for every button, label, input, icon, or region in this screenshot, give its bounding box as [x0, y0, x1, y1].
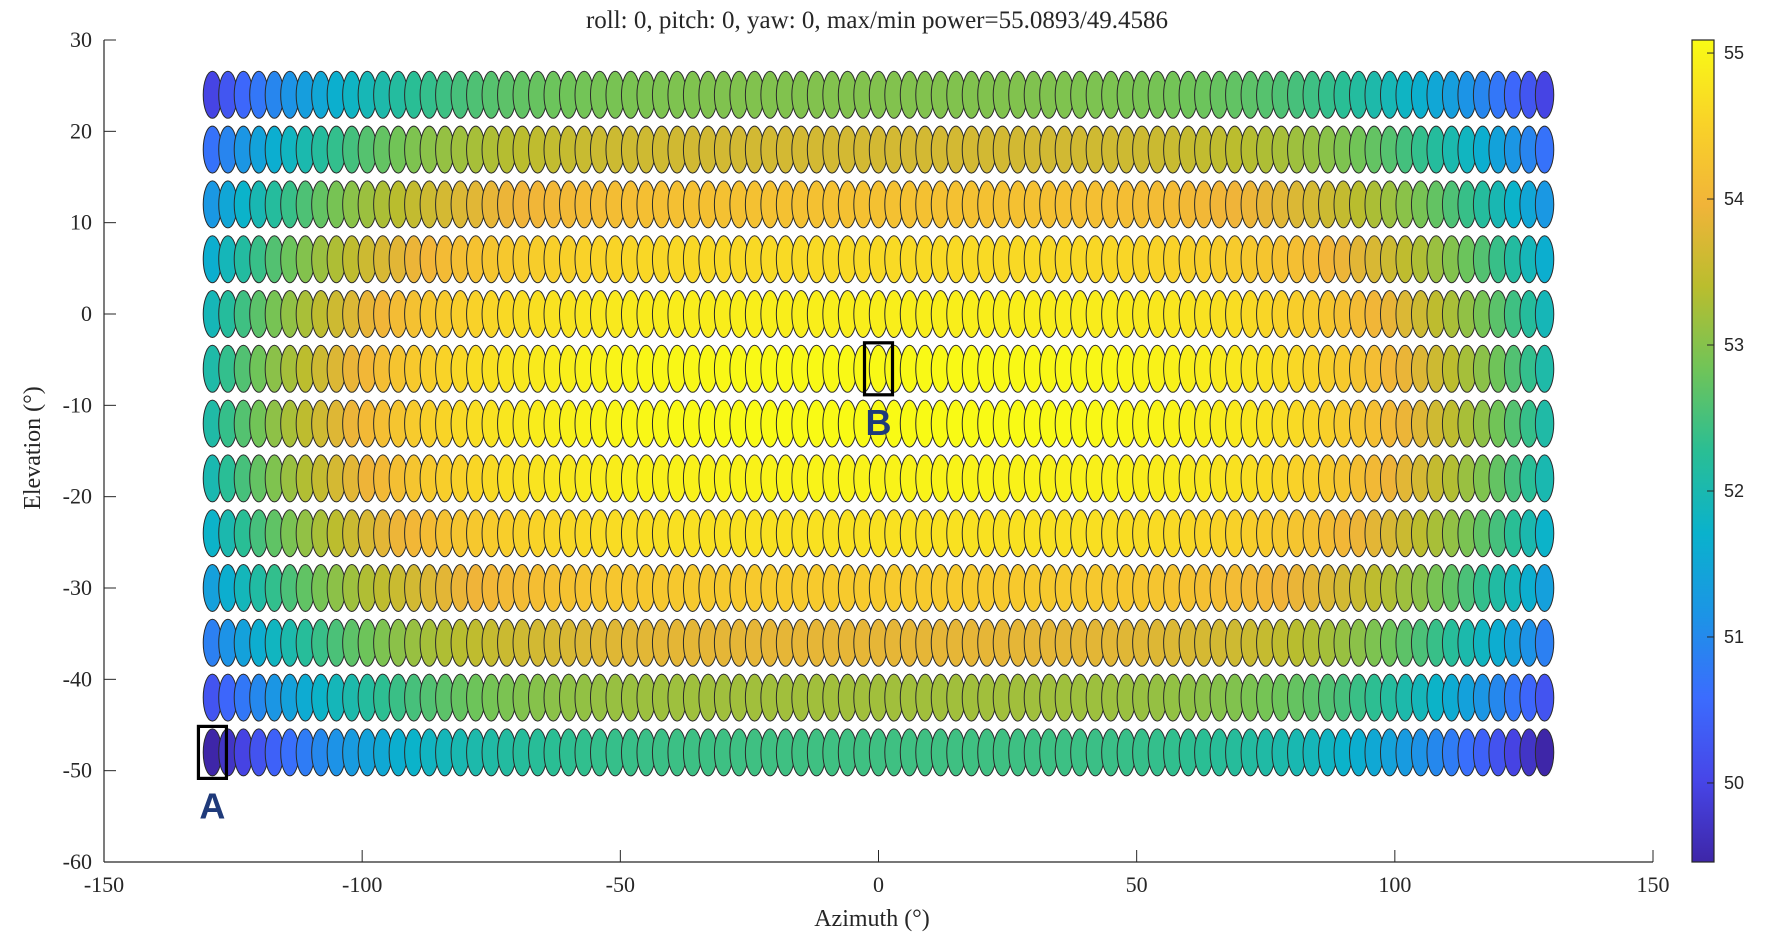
- y-tick-label: -20: [63, 484, 92, 509]
- y-axis-ticks: 30 20 10 0 -10 -20 -30 -40 -50 -60: [63, 27, 116, 874]
- colorbar-tick-label: 50: [1724, 773, 1744, 793]
- beam-marker: [1534, 509, 1555, 558]
- colorbar-tick-label: 54: [1724, 189, 1744, 209]
- x-tick-label: -150: [84, 872, 124, 897]
- beam-marker: [1534, 180, 1555, 229]
- annotation-box-b: [862, 341, 895, 397]
- annotation-box-a: [196, 724, 229, 781]
- y-tick-label: -40: [63, 666, 92, 691]
- beam-marker: [1534, 673, 1555, 722]
- y-tick-label: 20: [70, 118, 92, 143]
- beam-marker: [1534, 618, 1555, 667]
- beam-marker: [1534, 399, 1555, 448]
- x-tick-label: 150: [1637, 872, 1670, 897]
- annotation-label-b: B: [866, 402, 892, 443]
- beam-annotations: AB: [196, 341, 895, 826]
- colorbar-bar: [1691, 39, 1715, 863]
- y-axis-label: Elevation (°): [20, 386, 46, 510]
- y-tick-label: -60: [63, 849, 92, 874]
- colorbar: 50 51 52 53 54 55: [1691, 39, 1744, 863]
- chart-title: roll: 0, pitch: 0, yaw: 0, max/min power…: [586, 7, 1168, 34]
- y-tick-label: 10: [70, 210, 92, 235]
- x-axis-ticks: -150 -100 -50 0 50 100 150: [84, 850, 1670, 897]
- beam-marker: [1534, 70, 1555, 119]
- y-tick-label: -50: [63, 758, 92, 783]
- annotation-label-a: A: [199, 785, 225, 826]
- colorbar-tick-label: 53: [1724, 335, 1744, 355]
- colorbar-tick-label: 55: [1724, 43, 1744, 63]
- y-tick-label: 0: [81, 301, 92, 326]
- beam-marker: [1534, 344, 1555, 393]
- y-tick-label: -30: [63, 575, 92, 600]
- y-tick-label: 30: [70, 27, 92, 52]
- colorbar-tick-label: 51: [1724, 627, 1744, 647]
- colorbar-tick-label: 52: [1724, 481, 1744, 501]
- x-tick-label: 100: [1378, 872, 1411, 897]
- y-tick-label: -10: [63, 392, 92, 417]
- beam-marker: [1534, 235, 1555, 284]
- beam-marker: [1534, 564, 1555, 612]
- x-tick-label: -50: [606, 872, 635, 897]
- x-tick-label: 0: [873, 872, 884, 897]
- x-tick-label: 50: [1126, 872, 1148, 897]
- beam-marker: [1534, 454, 1555, 503]
- x-tick-label: -100: [342, 872, 382, 897]
- beam-markers: [202, 70, 1555, 777]
- beam-marker: [1534, 290, 1555, 338]
- beam-marker: [1534, 728, 1555, 777]
- beam-marker: [1534, 125, 1555, 174]
- x-axis-label: Azimuth (°): [814, 906, 930, 932]
